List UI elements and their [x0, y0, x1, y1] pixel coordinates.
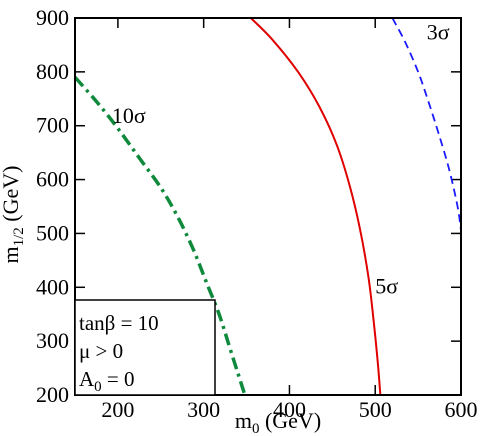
plot-frame — [74, 17, 462, 396]
series-10sigma-curve — [73, 76, 247, 396]
y-tick-label: 500 — [36, 220, 69, 245]
x-tick-label: 400 — [273, 397, 306, 422]
curve-label-3sigma: 3σ — [427, 20, 450, 45]
y-tick-label: 400 — [36, 274, 69, 299]
series-5sigma-curve — [250, 17, 382, 396]
y-tick-label: 200 — [36, 382, 69, 407]
annotations: 10σ 5σ 3σ — [112, 20, 450, 299]
x-tick-label: 200 — [101, 397, 134, 422]
y-axis-title: m1/2 (GeV) — [0, 166, 27, 264]
y-tick-label: 700 — [36, 113, 69, 138]
x-tick-label: 300 — [187, 397, 220, 422]
tick-labels: 200 300 400 500 600 200 300 400 500 600 700 800 900 — [36, 5, 478, 422]
x-axis-title: m0 (GeV) — [235, 408, 321, 436]
legend-box-frame — [74, 299, 216, 396]
legend-line-tanbeta: tanβ = 10 — [79, 311, 159, 335]
y-tick-label: 900 — [36, 5, 69, 30]
curve-label-5sigma: 5σ — [375, 274, 398, 299]
legend-line-mu: μ > 0 — [79, 339, 123, 363]
x-tick-label: 500 — [359, 397, 392, 422]
legend-box: tanβ = 10 μ > 0 A0 = 0 — [74, 299, 216, 396]
legend-line-a0: A0 = 0 — [79, 367, 135, 395]
y-tick-label: 600 — [36, 167, 69, 192]
x-tick-label: 600 — [445, 397, 478, 422]
series-3sigma-curve — [391, 17, 462, 231]
series-group — [73, 17, 462, 396]
y-tick-label: 800 — [36, 59, 69, 84]
curve-label-10sigma: 10σ — [112, 103, 146, 128]
y-tick-label: 300 — [36, 328, 69, 353]
